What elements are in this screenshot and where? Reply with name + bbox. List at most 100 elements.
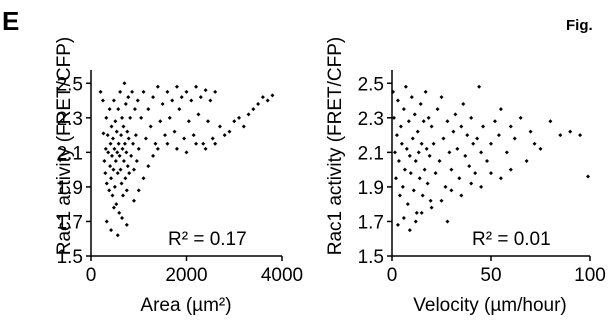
data-point <box>419 210 424 215</box>
data-point <box>403 84 408 89</box>
data-point <box>481 124 486 129</box>
y-tick-label: 2.1 <box>358 143 384 164</box>
data-point <box>424 146 429 151</box>
data-point <box>108 164 113 169</box>
data-point <box>131 198 136 203</box>
data-point <box>417 176 422 181</box>
data-point <box>146 164 151 169</box>
y-tick-label: 2.3 <box>358 109 384 130</box>
data-point <box>104 219 109 224</box>
data-point <box>107 188 112 193</box>
data-point <box>558 133 563 138</box>
data-point <box>401 216 406 220</box>
data-point <box>420 193 425 198</box>
data-point <box>105 133 110 138</box>
data-point <box>422 167 427 172</box>
panel-letter: E <box>2 6 19 36</box>
data-point <box>397 193 402 198</box>
data-point <box>406 119 411 124</box>
data-point <box>463 153 468 158</box>
data-point <box>141 89 146 94</box>
data-point <box>122 81 127 86</box>
data-point <box>489 141 493 146</box>
data-point <box>201 141 206 146</box>
data-point <box>186 119 191 124</box>
data-point <box>260 95 265 100</box>
data-point <box>170 98 175 103</box>
data-point <box>445 219 450 224</box>
data-point <box>125 164 130 169</box>
x-tick-label: 0 <box>86 265 97 286</box>
area-chart: Rac1 activity (FRET/CFP) Area (µm²) R² =… <box>54 37 303 316</box>
data-point <box>113 159 118 163</box>
data-point <box>237 115 242 120</box>
data-point <box>427 153 432 158</box>
data-point <box>425 181 430 186</box>
data-point <box>151 95 156 100</box>
data-point <box>396 159 401 163</box>
data-point <box>146 107 151 112</box>
data-point <box>433 171 438 176</box>
y-tick-label: 2.5 <box>358 74 384 95</box>
data-point <box>407 153 412 158</box>
data-point <box>426 115 431 120</box>
data-point <box>113 119 118 124</box>
data-point <box>120 193 125 198</box>
data-point <box>390 89 395 94</box>
data-point <box>469 115 474 120</box>
data-point <box>126 136 131 141</box>
data-point <box>117 210 122 215</box>
data-point <box>203 146 208 151</box>
data-point <box>104 115 109 120</box>
data-point <box>143 136 148 141</box>
data-point <box>120 115 125 120</box>
data-point <box>124 188 129 193</box>
data-point <box>115 171 120 176</box>
data-point <box>251 107 256 112</box>
data-point <box>109 228 114 233</box>
data-point <box>131 167 136 172</box>
data-point <box>155 146 160 151</box>
data-point <box>532 141 537 146</box>
data-point <box>528 129 533 134</box>
data-point <box>213 141 218 146</box>
data-point <box>184 89 189 94</box>
data-point <box>126 95 131 100</box>
data-point <box>120 216 125 220</box>
data-point <box>119 181 124 186</box>
data-point <box>110 136 115 141</box>
data-point <box>184 150 189 155</box>
data-point <box>256 102 261 106</box>
data-point <box>210 136 215 141</box>
velocity-chart: Rac1 activity (FRET/CFP) Velocity (µm/ho… <box>325 37 606 316</box>
data-point <box>191 133 196 138</box>
data-point <box>496 133 501 138</box>
y-tick-label: 1.7 <box>57 212 83 233</box>
data-point <box>548 119 553 124</box>
data-point <box>131 141 136 146</box>
data-point <box>196 112 201 117</box>
data-point <box>112 146 117 151</box>
data-point <box>165 89 170 94</box>
data-point <box>125 129 130 134</box>
data-point <box>165 141 170 146</box>
data-point <box>429 124 434 129</box>
data-point <box>112 184 117 189</box>
data-point <box>114 202 119 207</box>
data-point <box>115 233 120 238</box>
data-point <box>492 119 497 124</box>
data-point <box>174 146 179 151</box>
data-point <box>108 141 113 146</box>
x-axis-label: Velocity (µm/hour) <box>413 295 567 316</box>
data-point <box>107 107 112 112</box>
data-point <box>457 176 462 181</box>
data-point <box>109 176 114 181</box>
data-point <box>136 146 141 151</box>
data-point <box>465 133 470 138</box>
data-point <box>123 176 128 181</box>
data-point <box>189 98 194 103</box>
y-tick-label: 1.5 <box>57 247 83 268</box>
data-point <box>102 159 107 163</box>
r-squared-annotation: R² = 0.17 <box>168 229 247 250</box>
